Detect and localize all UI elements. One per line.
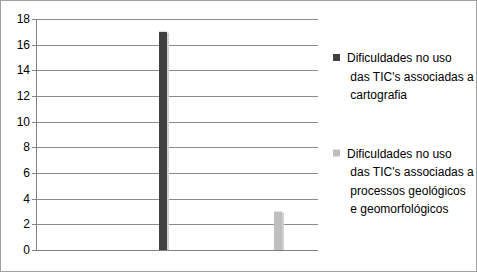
tick-label: 12 [17, 89, 31, 103]
legend-label: Dificuldades no uso das TIC's associadas… [347, 51, 474, 102]
tick-mark [32, 224, 36, 225]
tick-label: 0 [23, 243, 30, 257]
tick-mark [32, 45, 36, 46]
tick-label: 10 [17, 115, 31, 129]
tick-label: 18 [17, 12, 31, 26]
bar [274, 212, 282, 251]
grid-line [36, 173, 318, 174]
tick-label: 14 [17, 63, 31, 77]
tick-mark [32, 70, 36, 71]
grid-line [36, 45, 318, 46]
legend-swatch [333, 150, 340, 157]
tick-label: 16 [17, 38, 31, 52]
tick-mark [32, 199, 36, 200]
grid-line [36, 122, 318, 123]
tick-label: 6 [23, 166, 30, 180]
legend-line: Dificuldades no uso [347, 51, 452, 65]
legend-label: Dificuldades no uso das TIC's associadas… [347, 147, 474, 217]
tick-mark [32, 122, 36, 123]
tick-mark [32, 250, 36, 251]
bar [159, 32, 167, 250]
grid-line [36, 96, 318, 97]
grid-line [36, 70, 318, 71]
tick-label: 8 [23, 140, 30, 154]
legend-swatch [333, 54, 340, 61]
grid-line [36, 199, 318, 200]
legend-line: e geomorfológicos [347, 202, 448, 216]
chart: 0 2 4 6 8 10 12 14 16 18 Dificuldades no uso das T… [0, 0, 477, 272]
tick-mark [32, 173, 36, 174]
bars [159, 32, 284, 250]
grid-line [36, 19, 318, 20]
legend-line: cartografia [347, 88, 407, 102]
y-axis [36, 19, 37, 250]
grid-line [36, 147, 318, 148]
legend-line: processos geológicos [347, 184, 466, 198]
tick-label: 2 [23, 217, 30, 231]
tick-mark [32, 147, 36, 148]
legend-line: das TIC's associadas a [347, 70, 474, 84]
frame [1, 1, 477, 272]
legend-line: Dificuldades no uso [347, 147, 452, 161]
legend-line: das TIC's associadas a [347, 165, 474, 179]
tick-mark [32, 19, 36, 20]
tick-mark [32, 96, 36, 97]
tick-label: 4 [23, 192, 30, 206]
grid-line [36, 250, 318, 251]
